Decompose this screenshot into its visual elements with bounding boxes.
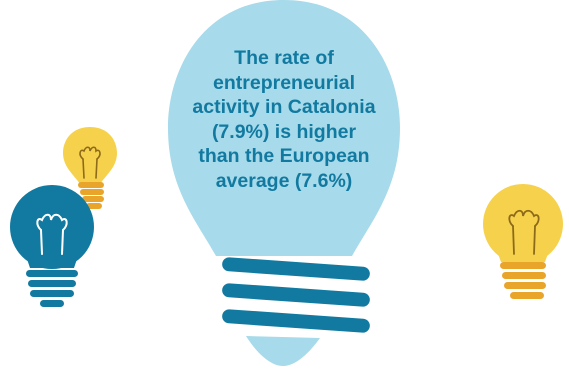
blue-lightbulb-icon: [10, 185, 94, 307]
small-yellow-lightbulb-icon: [63, 127, 117, 209]
headline-line: The rate of: [234, 47, 334, 69]
headline-line: entrepreneurial: [213, 71, 355, 94]
headline-line: than the European: [198, 145, 370, 167]
headline-line: (7.9%) is higher: [211, 120, 357, 143]
headline-line: activity in Catalonia: [192, 96, 376, 118]
large-lightbulb-icon: [168, 0, 400, 366]
headline-text: The rate of entrepreneurial activity in …: [168, 46, 400, 193]
right-yellow-lightbulb-icon: [483, 184, 563, 299]
headline-line: average (7.6%): [215, 169, 353, 192]
